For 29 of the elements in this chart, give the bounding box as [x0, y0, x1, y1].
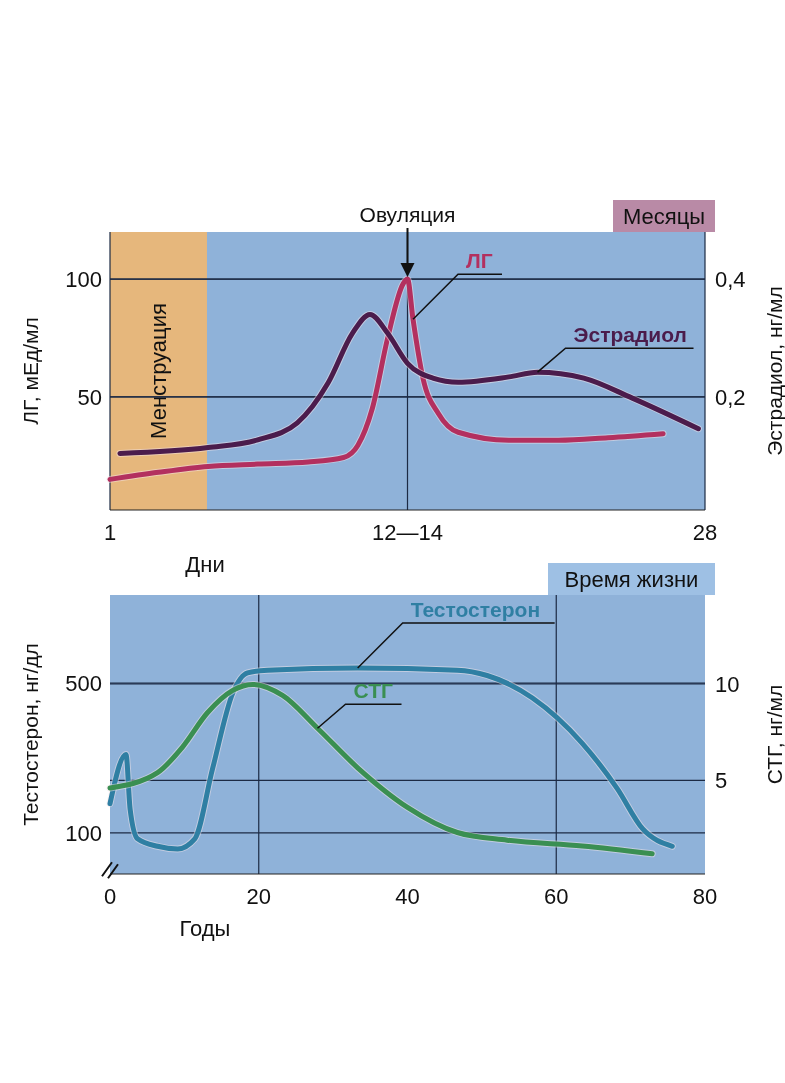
y2-tick-label: 10 [715, 671, 740, 697]
text: Тестостерон [410, 598, 541, 622]
x-tick-label: 80 [692, 884, 718, 909]
text: Время жизни [564, 567, 699, 592]
y-tick-label: 50 [77, 384, 102, 410]
text: Месяцы [622, 204, 706, 229]
text: СТГ [353, 679, 393, 703]
y-tick-label: 500 [65, 671, 102, 697]
series-label: Эстрадиол [573, 323, 687, 347]
x-tick-label: 12—14 [372, 520, 443, 545]
y2-axis-title: СТГ, нг/мл [763, 684, 785, 785]
y2-tick-label: 5 [715, 768, 728, 794]
x-tick-label: 20 [246, 884, 271, 909]
x-axis-title: Годы [179, 916, 231, 941]
annotation: Овуляция [359, 203, 456, 226]
x-tick-label: 0 [103, 884, 117, 909]
y-axis-title: ЛГ, мЕд/мл [19, 317, 42, 425]
x-tick-label: 40 [395, 884, 420, 909]
text: ЛГ [466, 249, 493, 273]
x-tick-label: 1 [103, 520, 117, 545]
band-label: Менструация [146, 303, 172, 439]
y2-tick-label: 0,4 [715, 267, 746, 293]
x-axis-title: Дни [185, 552, 225, 577]
y-axis-title: Тестостерон, нг/дл [19, 643, 42, 826]
x-tick-label: 60 [544, 884, 569, 909]
y2-tick-label: 0,2 [715, 384, 746, 410]
x-tick-label: 28 [692, 520, 718, 545]
y-tick-label: 100 [65, 267, 102, 293]
y-tick-label: 100 [65, 820, 102, 846]
